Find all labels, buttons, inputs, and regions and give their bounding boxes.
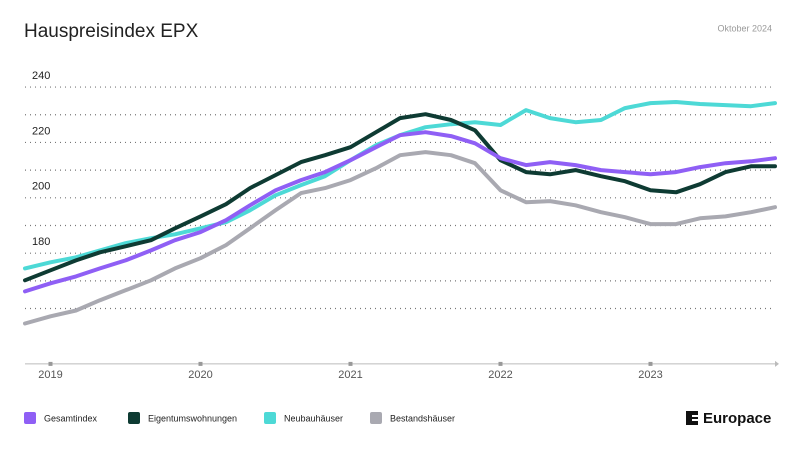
- logo-icon-cut: [692, 419, 698, 421]
- x-tick-label: 2020: [188, 369, 212, 381]
- y-tick-label: 240: [32, 70, 50, 82]
- legend-swatch: [370, 412, 382, 424]
- y-tick-label: 220: [32, 125, 50, 137]
- legend-label: Bestandshäuser: [390, 413, 455, 423]
- brand-name: Europace: [703, 410, 771, 427]
- legend-swatch: [128, 412, 140, 424]
- x-tick-mark: [348, 361, 353, 366]
- series-line: [23, 130, 777, 294]
- x-tick-mark: [648, 361, 653, 366]
- chart-title: Hauspreisindex EPX: [24, 21, 199, 42]
- chart-date: Oktober 2024: [717, 23, 772, 33]
- legend-label: Eigentumswohnungen: [148, 413, 237, 423]
- x-tick-mark: [198, 361, 203, 366]
- x-tick-mark: [498, 361, 503, 366]
- x-tick-label: 2019: [38, 369, 62, 381]
- x-tick-label: 2021: [338, 369, 362, 381]
- y-tick-label: 180: [32, 236, 50, 248]
- brand-logo: Europace: [686, 410, 771, 427]
- x-axis-arrow: [775, 360, 779, 367]
- y-tick-label: 200: [32, 181, 50, 193]
- logo-icon-cut: [692, 415, 698, 417]
- logo-icon: [686, 411, 698, 425]
- x-tick-label: 2022: [488, 369, 512, 381]
- x-tick-mark: [48, 361, 53, 366]
- legend-label: Gesamtindex: [44, 413, 98, 423]
- series-line: [23, 150, 777, 326]
- series-line: [23, 112, 777, 283]
- legend-label: Neubauhäuser: [284, 413, 343, 423]
- legend-swatch: [24, 412, 36, 424]
- legend-swatch: [264, 412, 276, 424]
- x-tick-label: 2023: [638, 369, 662, 381]
